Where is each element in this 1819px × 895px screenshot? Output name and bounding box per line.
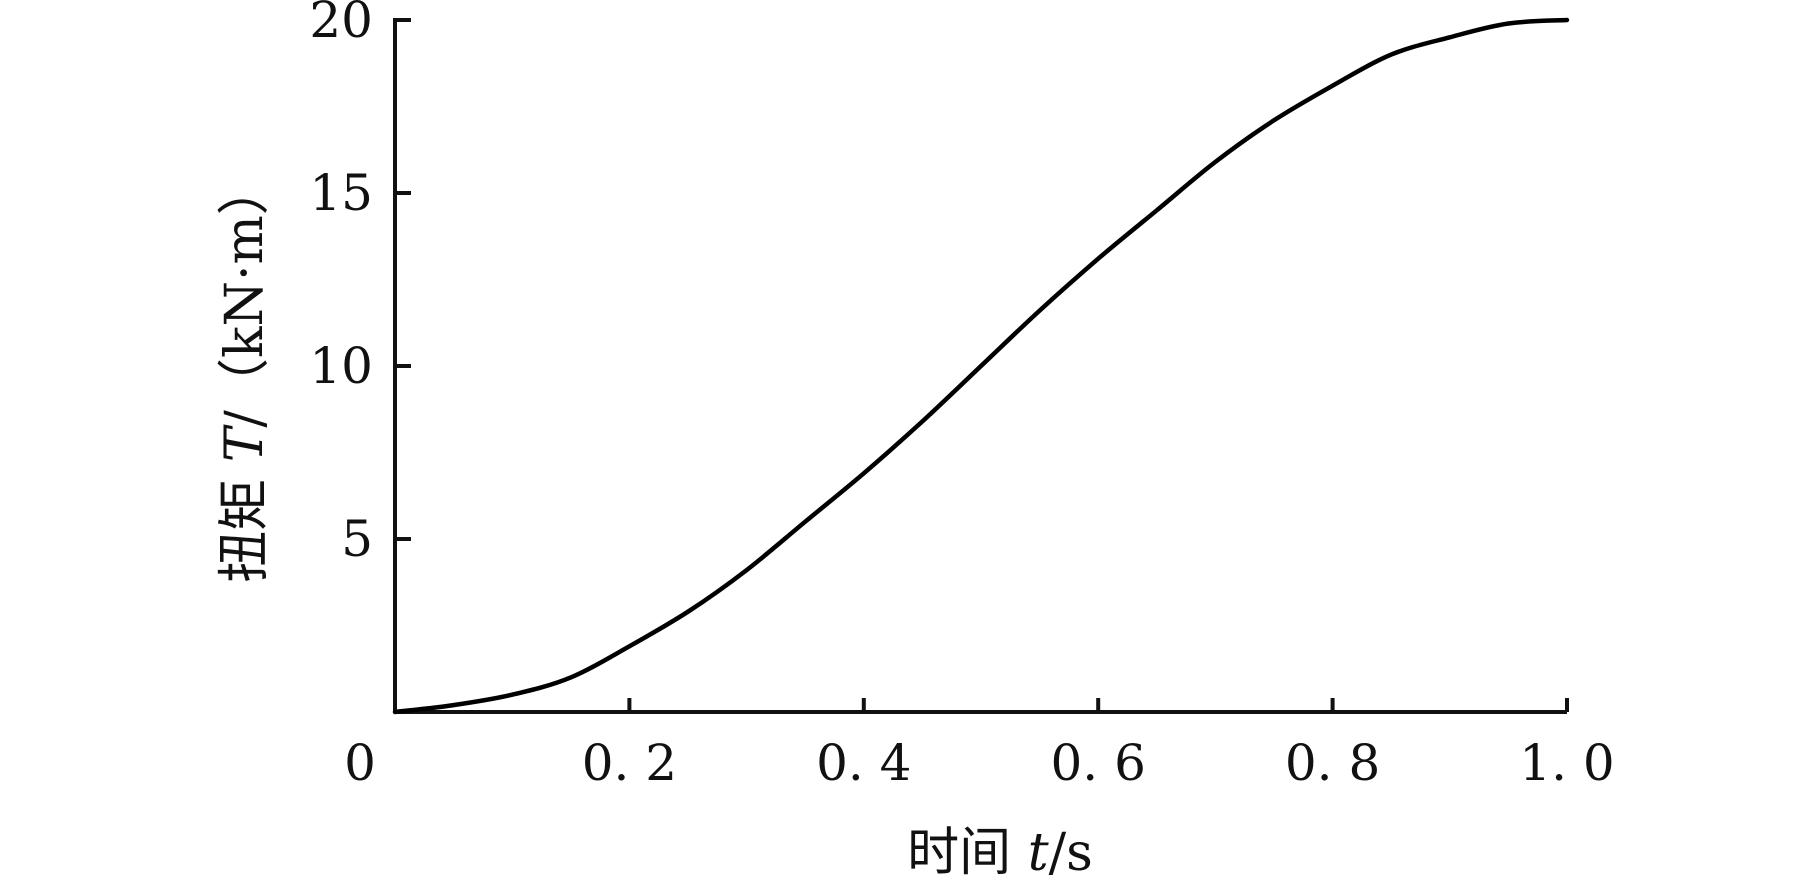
- y-tick-label: 10: [309, 337, 373, 395]
- x-axis-title-unit: /s: [1049, 823, 1093, 883]
- y-tick-label: 5: [341, 510, 373, 568]
- x-tick-label: 0. 2: [582, 734, 677, 792]
- y-axis-title-var: T: [215, 424, 275, 462]
- x-tick-label: 0. 6: [1050, 734, 1145, 792]
- x-tick-label: 1. 0: [1519, 734, 1614, 792]
- x-axis-title-var: t: [1028, 823, 1049, 883]
- x-axis-title-prefix: 时间: [907, 823, 1028, 883]
- y-axis-title: 扭矩 T/（kN·m）: [215, 163, 275, 583]
- y-tick-label: 20: [309, 0, 373, 49]
- x-tick-label: 0: [344, 734, 376, 792]
- x-tick-label: 0. 4: [816, 734, 911, 792]
- series: [395, 20, 1567, 712]
- y-axis-title-prefix: 扭矩: [215, 462, 275, 583]
- y-axis-title-unit: /（kN·m）: [215, 163, 275, 427]
- y-tick-label: 15: [309, 164, 373, 222]
- ticks: 0 0. 2 0. 4 0. 6 0. 8 1. 0 5 10 15 20: [309, 0, 1614, 792]
- series-line-torque: [395, 20, 1567, 712]
- x-tick-label: 0. 8: [1285, 734, 1380, 792]
- x-axis-title: 时间 t/s: [907, 823, 1093, 883]
